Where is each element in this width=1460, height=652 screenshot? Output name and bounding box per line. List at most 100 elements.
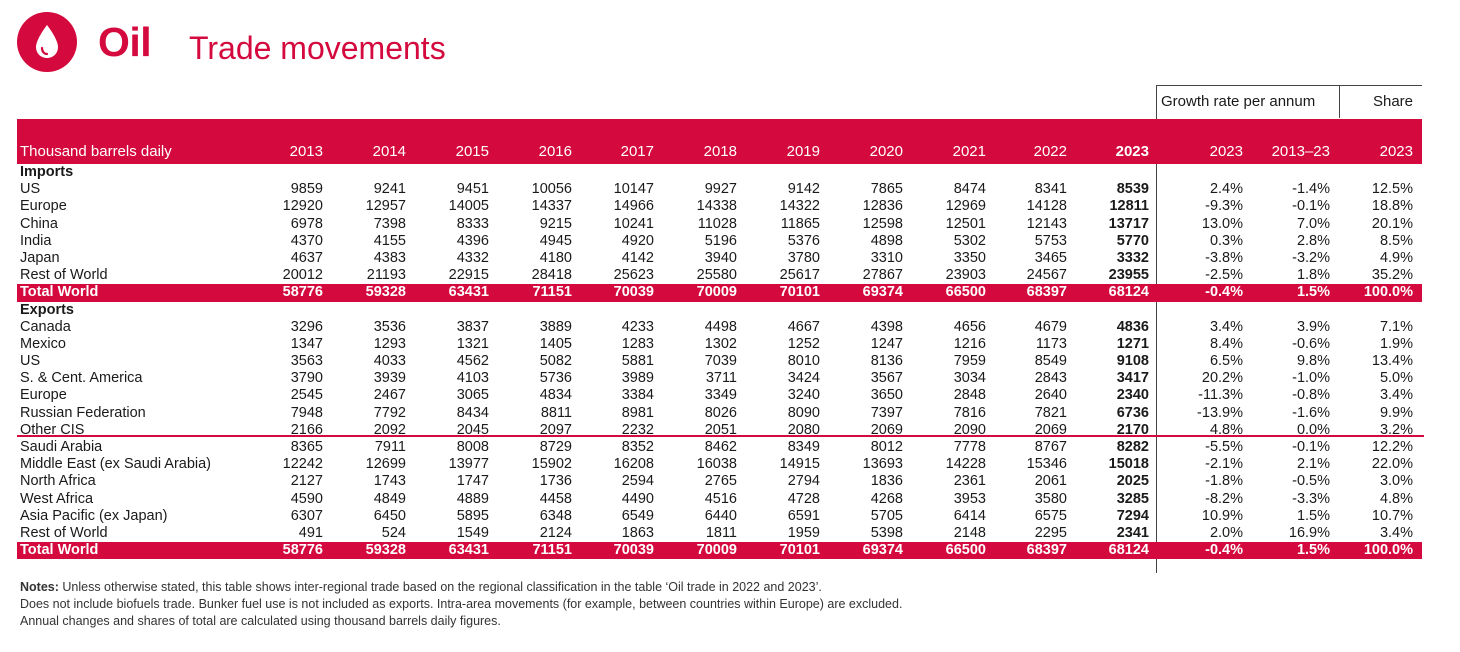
table-cell: 6591 <box>787 507 820 524</box>
growth-2023-cell: 8.4% <box>1209 335 1243 352</box>
growth-2023-cell: 3.4% <box>1209 318 1243 335</box>
table-cell: 23903 <box>945 267 986 284</box>
growth-decade-cell: -1.4% <box>1292 181 1330 198</box>
table-cell: 70101 <box>779 542 820 559</box>
table-cell: 16208 <box>613 456 654 473</box>
table-cell: 7792 <box>373 404 406 421</box>
table-cell: 7959 <box>953 353 986 370</box>
table-cell: 4920 <box>621 232 654 249</box>
table-cell: 8981 <box>621 404 654 421</box>
table-cell: 3384 <box>621 387 654 404</box>
growth-2023-cell: 10.9% <box>1201 507 1243 524</box>
table-cell: 3989 <box>621 370 654 387</box>
row-label: India <box>20 232 52 249</box>
row-label: Rest of World <box>20 524 108 541</box>
table-cell: 14337 <box>531 198 572 215</box>
table-row: China 6978 7398 8333 9215 10241 11028 11865 1259… <box>17 216 1422 233</box>
row-label: Middle East (ex Saudi Arabia) <box>20 456 212 473</box>
table-cell: 4268 <box>870 490 903 507</box>
table-cell: 12501 <box>945 215 986 232</box>
table-cell: 2124 <box>539 524 572 541</box>
table-cell: 4103 <box>456 370 489 387</box>
growth-2023-cell: 6.5% <box>1209 353 1243 370</box>
table-cell: 2843 <box>1034 370 1067 387</box>
table-cell: 7294 <box>1116 507 1149 524</box>
table-cell: 70039 <box>613 284 654 301</box>
table-cell: 7397 <box>870 404 903 421</box>
table-cell: 3953 <box>953 490 986 507</box>
table-cell: 8434 <box>456 404 489 421</box>
table-cell: 8352 <box>621 439 654 455</box>
growth-decade-cell: -0.5% <box>1292 473 1330 490</box>
table-cell: 3296 <box>290 318 323 335</box>
table-cell: 14128 <box>1026 198 1067 215</box>
growth-2023-cell: 13.0% <box>1201 215 1243 232</box>
growth-decade-cell: -1.0% <box>1292 370 1330 387</box>
table-cell: 4834 <box>539 387 572 404</box>
table-cell: 7821 <box>1034 404 1067 421</box>
growth-2023-cell: -1.8% <box>1205 473 1243 490</box>
table-cell: 3580 <box>1034 490 1067 507</box>
table-cell: 12957 <box>365 198 406 215</box>
column-header-year: 2021 <box>952 143 986 160</box>
table-row: India 4370 4155 4396 4945 4920 5196 5376 4898 530… <box>17 233 1422 250</box>
table-cell: 5376 <box>787 232 820 249</box>
table-cell: 2545 <box>290 387 323 404</box>
table-cell: 24567 <box>1026 267 1067 284</box>
table-row: Japan 4637 4383 4332 4180 4142 3940 3780 3310 335… <box>17 250 1422 267</box>
row-label: China <box>20 215 58 232</box>
trade-table: Thousand barrels daily 2013 2014 2015 2016 20… <box>17 119 1422 560</box>
total-row: Total World 58776 59328 63431 71151 70039 7000… <box>17 542 1422 560</box>
table-cell: 1321 <box>456 335 489 352</box>
table-cell: 2148 <box>953 524 986 541</box>
share-cell: 8.5% <box>1379 232 1413 249</box>
table-cell: 69374 <box>862 284 903 301</box>
table-cell: 8365 <box>290 439 323 455</box>
table-cell: 3939 <box>373 370 406 387</box>
notes: Notes: Unless otherwise stated, this tab… <box>20 579 902 630</box>
share-cell: 3.0% <box>1379 473 1413 490</box>
table-cell: 2341 <box>1116 524 1149 541</box>
table-cell: 2640 <box>1034 387 1067 404</box>
column-header-year: 2020 <box>869 143 903 160</box>
table-cell: 1347 <box>290 335 323 352</box>
table-cell: 3711 <box>705 370 737 387</box>
table-cell: 12836 <box>862 198 903 215</box>
table-cell: 8767 <box>1034 439 1067 455</box>
table-cell: 7039 <box>704 353 737 370</box>
table-cell: 1283 <box>621 335 654 352</box>
growth-2023-cell: -0.4% <box>1205 284 1243 301</box>
table-cell: 4332 <box>456 249 489 266</box>
table-cell: 2794 <box>787 473 820 490</box>
share-cell: 12.2% <box>1371 439 1413 455</box>
table-cell: 524 <box>381 524 406 541</box>
table-cell: 3349 <box>704 387 737 404</box>
row-label: Mexico <box>20 335 66 352</box>
share-cell: 4.9% <box>1379 249 1413 266</box>
table-cell: 4180 <box>539 249 572 266</box>
table-cell: 1173 <box>1035 335 1067 352</box>
growth-decade-cell: -0.6% <box>1292 335 1330 352</box>
growth-decade-cell: 16.9% <box>1288 524 1330 541</box>
table-cell: 10241 <box>613 215 654 232</box>
table-cell: 2361 <box>953 473 986 490</box>
table-cell: 3310 <box>870 249 903 266</box>
table-cell: 4945 <box>539 232 572 249</box>
table-cell: 14915 <box>779 456 820 473</box>
row-label: Russian Federation <box>20 404 146 421</box>
column-header-year: 2022 <box>1033 143 1067 160</box>
table-cell: 6307 <box>290 507 323 524</box>
table-cell: 2045 <box>456 421 489 438</box>
share-group-header: Share <box>1372 93 1413 110</box>
table-cell: 3240 <box>787 387 820 404</box>
table-cell: 5398 <box>870 524 903 541</box>
growth-2023-cell: -8.2% <box>1205 490 1243 507</box>
table-cell: 4679 <box>1034 318 1067 335</box>
notes-label: Notes: <box>20 580 59 594</box>
table-cell: 2467 <box>373 387 406 404</box>
column-header-year: 2023 <box>1115 143 1149 160</box>
table-cell: 1747 <box>456 473 489 490</box>
table-cell: 1293 <box>373 335 406 352</box>
table-cell: 4370 <box>290 232 323 249</box>
table-cell: 66500 <box>945 542 986 559</box>
